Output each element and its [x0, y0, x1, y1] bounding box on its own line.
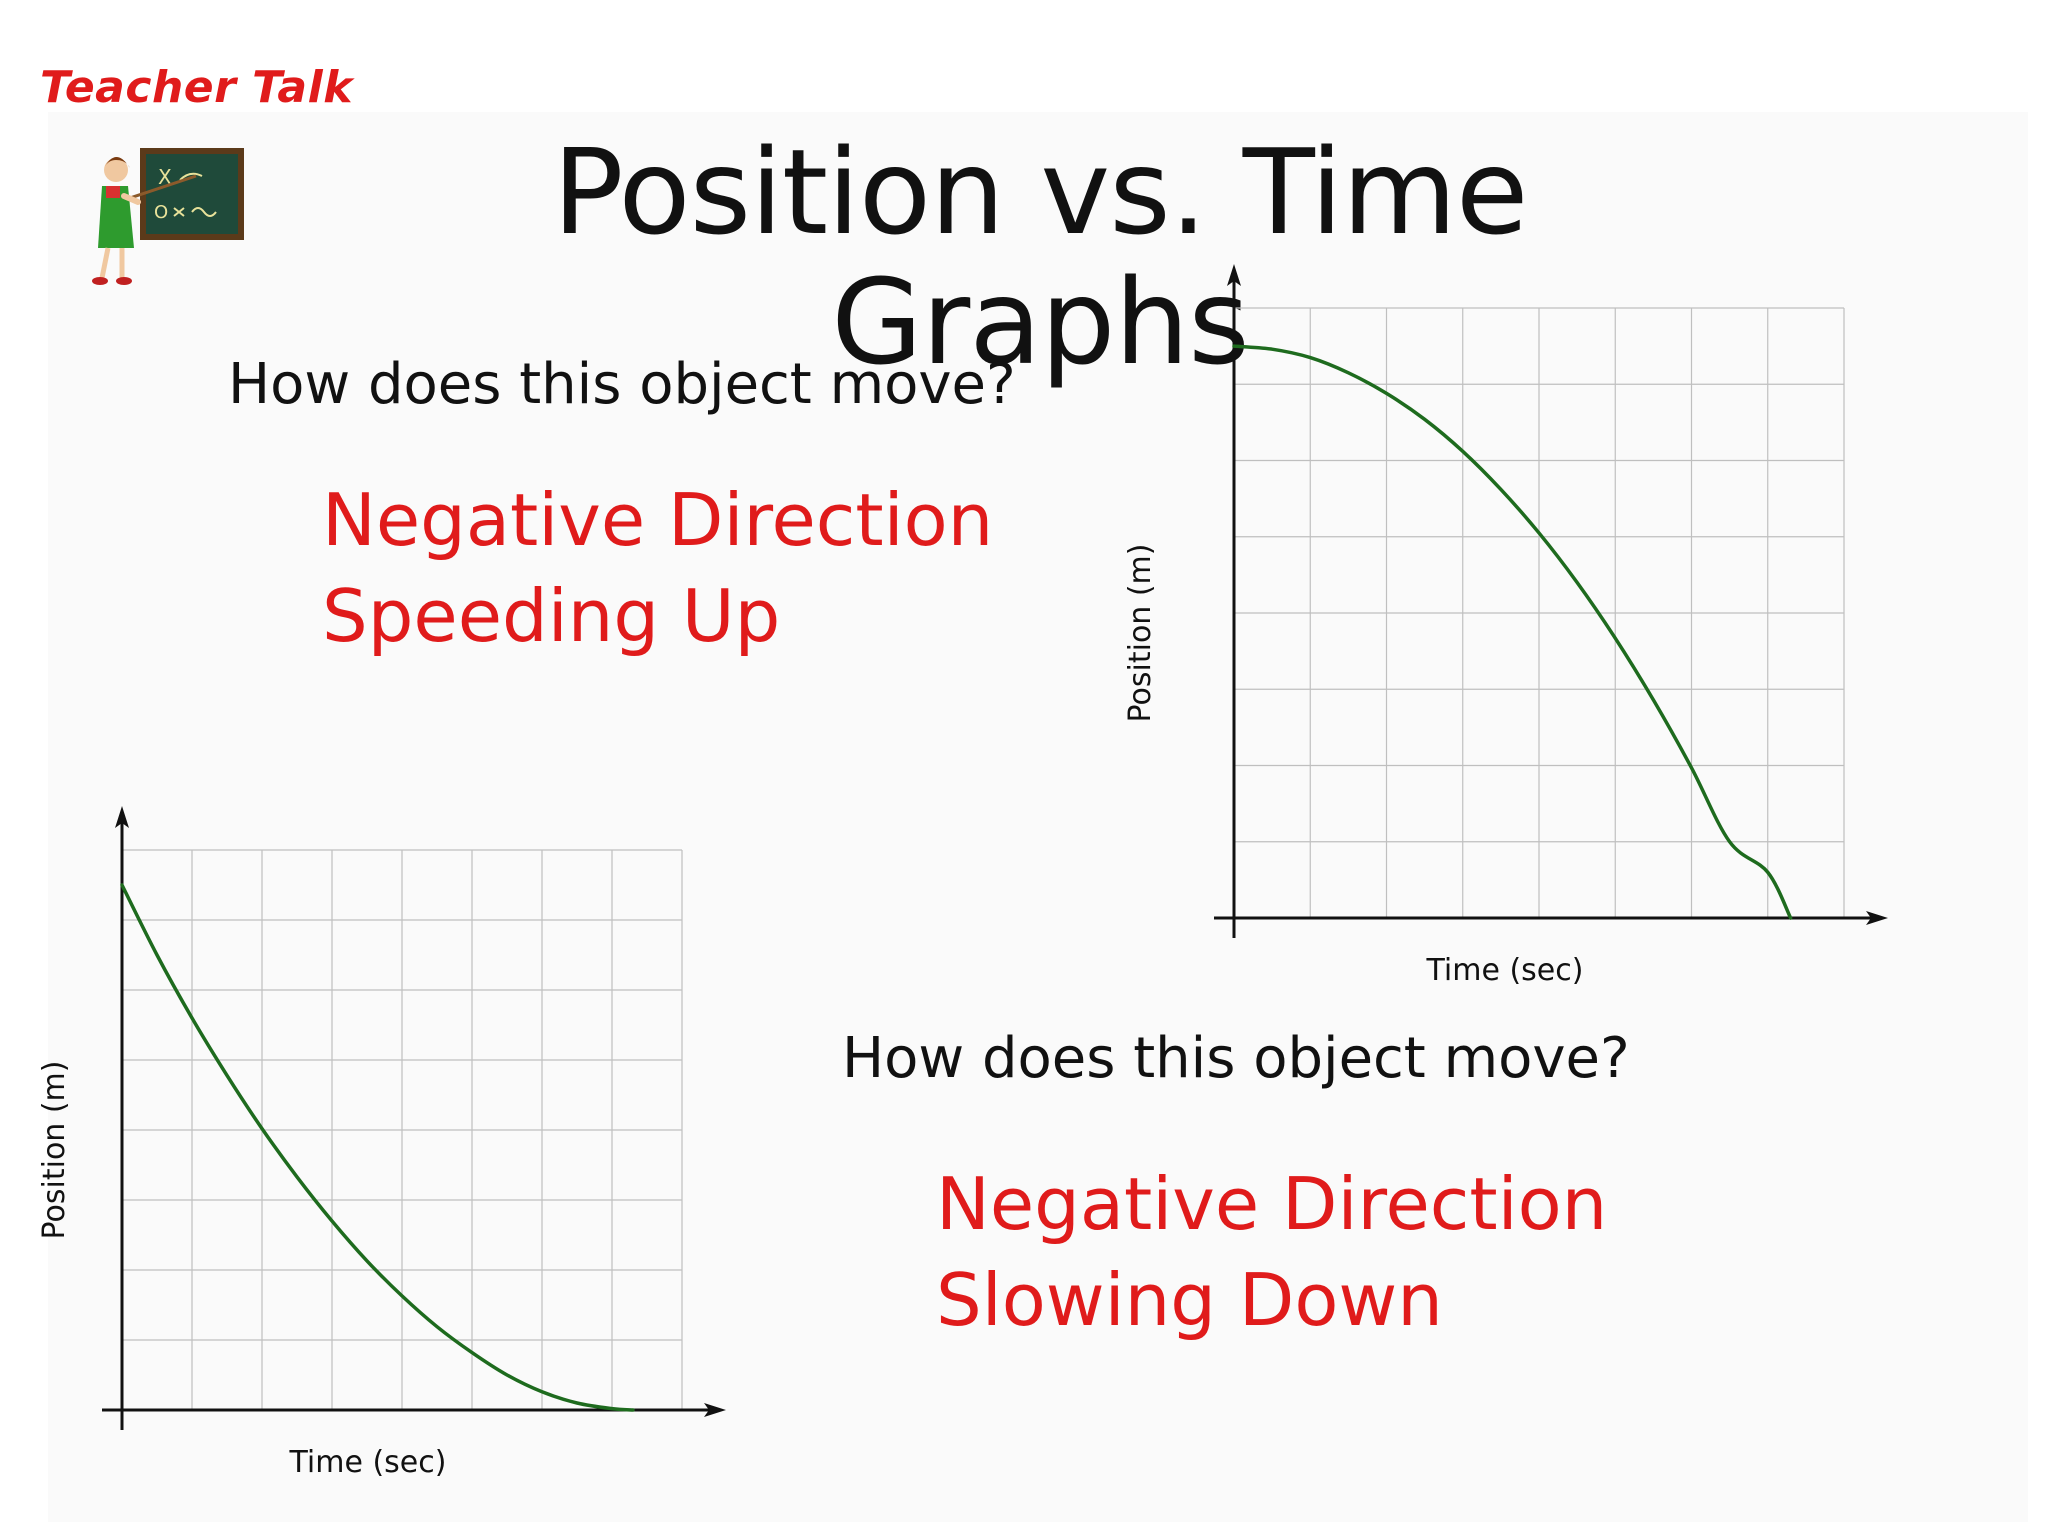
- question-2: How does this object move?: [842, 1026, 1630, 1091]
- y-axis-arrow: [1227, 264, 1241, 286]
- answer-2-line1: Negative Direction: [936, 1162, 1608, 1246]
- y-axis-label: Position (m): [37, 1061, 72, 1240]
- position-curve: [120, 883, 635, 1412]
- teacher-chalkboard-icon: X O: [92, 148, 244, 285]
- answer-1-line1: Negative Direction: [322, 478, 994, 562]
- x-axis-label: Time (sec): [1426, 953, 1584, 988]
- svg-text:X: X: [158, 165, 172, 189]
- grid-lines: [1234, 307, 1845, 918]
- question-1: How does this object move?: [228, 352, 1016, 417]
- teacher-talk-label: Teacher Talk: [40, 62, 353, 113]
- svg-text:O: O: [154, 202, 168, 223]
- graph-speeding-up: Time (sec) Position (m): [1123, 264, 1888, 988]
- grid-lines: [122, 849, 683, 1410]
- y-axis-label: Position (m): [1123, 544, 1158, 723]
- slide-background: [48, 112, 2028, 1522]
- position-curve: [1232, 344, 1793, 920]
- page-title: Position vs. Time Graphs: [552, 123, 1528, 391]
- answer-1-line2: Speeding Up: [322, 574, 781, 658]
- graph-slowing-down: Time (sec) Position (m): [37, 806, 726, 1480]
- x-axis-arrow: [1866, 911, 1888, 925]
- y-axis-arrow: [115, 806, 129, 828]
- answer-2-line2: Slowing Down: [936, 1258, 1443, 1342]
- x-axis-arrow: [704, 1403, 726, 1417]
- x-axis-label: Time (sec): [289, 1445, 447, 1480]
